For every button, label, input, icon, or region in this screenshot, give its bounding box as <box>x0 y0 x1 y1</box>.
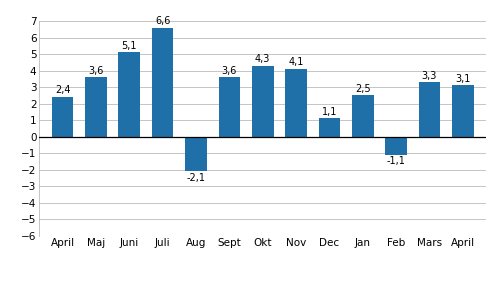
Text: 6,6: 6,6 <box>155 16 170 26</box>
Text: 3,1: 3,1 <box>455 74 470 84</box>
Text: 2,4: 2,4 <box>55 85 70 95</box>
Text: 3,6: 3,6 <box>221 66 237 76</box>
Bar <box>385 137 407 155</box>
Text: 3,3: 3,3 <box>422 71 437 81</box>
Bar <box>252 66 273 137</box>
Bar <box>352 95 374 137</box>
Text: -2,1: -2,1 <box>187 173 206 183</box>
Bar <box>52 97 74 137</box>
Bar <box>85 77 107 137</box>
Text: 4,3: 4,3 <box>255 54 271 64</box>
Text: 3,6: 3,6 <box>88 66 104 76</box>
Text: 1,1: 1,1 <box>322 107 337 117</box>
Bar <box>118 53 140 137</box>
Bar <box>285 69 307 137</box>
Bar <box>452 85 474 137</box>
Text: 2,5: 2,5 <box>355 84 371 94</box>
Bar <box>218 77 240 137</box>
Bar <box>152 28 173 137</box>
Bar <box>319 118 340 137</box>
Bar <box>418 82 440 137</box>
Bar <box>185 137 207 171</box>
Text: 4,1: 4,1 <box>288 57 304 67</box>
Text: 5,1: 5,1 <box>122 41 137 51</box>
Text: -1,1: -1,1 <box>386 156 406 166</box>
